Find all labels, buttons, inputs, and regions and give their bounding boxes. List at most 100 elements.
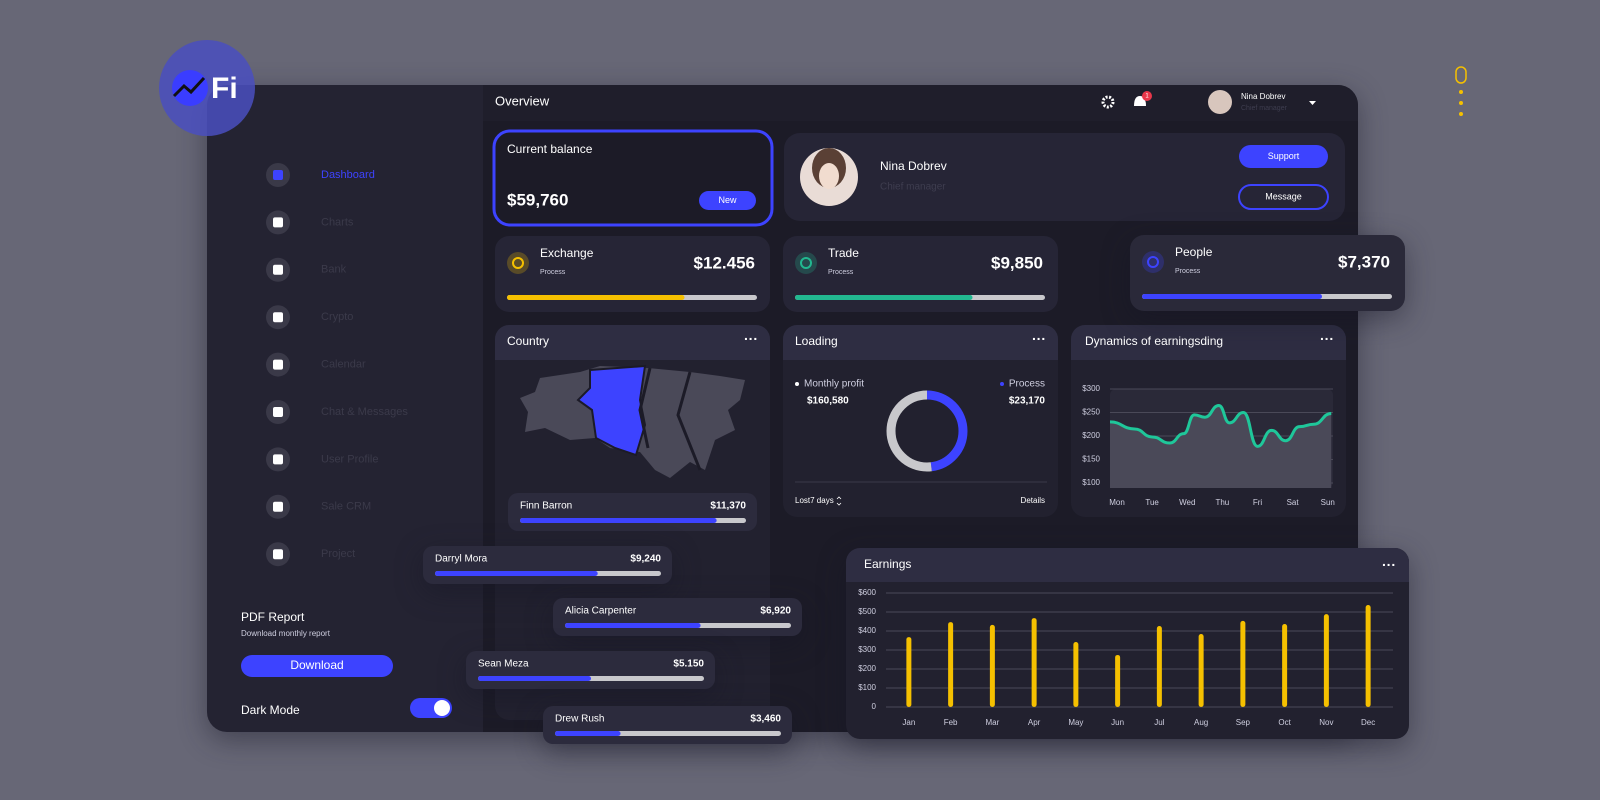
message-button[interactable] [1238, 184, 1329, 210]
person-amount: $9,240 [630, 554, 661, 565]
badge [1142, 91, 1152, 101]
y-tick-label: $250 [1082, 408, 1100, 417]
progress-bar [478, 676, 591, 681]
download-label: Download [290, 658, 343, 672]
legend-dot [1000, 382, 1004, 386]
bar [1031, 618, 1037, 707]
details-link[interactable]: Details [1021, 496, 1045, 505]
x-tick-label: Wed [1179, 498, 1195, 507]
profile-role: Chief manager [880, 182, 946, 193]
menu-item[interactable]: Project [321, 548, 355, 560]
person-row [543, 706, 792, 744]
person-amount: $3,460 [750, 714, 781, 725]
y-tick-label: $200 [858, 664, 876, 673]
menu-item[interactable]: Chat & Messages [321, 406, 408, 418]
person-name: Alicia Carpenter [565, 606, 637, 617]
process-label: Process [1009, 379, 1045, 390]
menu-item[interactable]: Charts [321, 216, 354, 228]
stat-label: Trade [828, 246, 859, 260]
x-tick-label: Jul [1154, 718, 1164, 727]
dynamics-title: Dynamics of earningsding [1085, 334, 1223, 348]
card-header [846, 548, 1409, 582]
settings-icon[interactable] [1101, 95, 1115, 109]
stat-sub: Process [1175, 268, 1201, 275]
loading-card [783, 325, 1058, 517]
menu-item[interactable]: Calendar [321, 359, 366, 371]
bar [906, 637, 912, 707]
x-tick-label: Apr [1028, 718, 1041, 727]
y-tick-label: $500 [858, 607, 876, 616]
menu-item[interactable]: Bank [321, 264, 347, 276]
profit-value: $160,580 [807, 396, 849, 407]
bar [989, 624, 995, 707]
profit-label: Monthly profit [804, 379, 864, 390]
new-label: New [718, 195, 737, 205]
x-tick-label: Sun [1321, 498, 1335, 507]
progress-bar [520, 518, 717, 523]
y-tick-label: $200 [1082, 431, 1100, 440]
progress-bar [1142, 294, 1322, 299]
x-tick-label: Sat [1287, 498, 1300, 507]
stat-icon [1142, 251, 1164, 273]
avatar-small[interactable] [1208, 90, 1232, 114]
more-menu[interactable]: ··· [1320, 331, 1334, 347]
donut-segment [886, 390, 968, 472]
bar [1365, 604, 1371, 707]
user-role: Chief manager [1241, 105, 1288, 112]
dark-mode-label: Dark Mode [241, 703, 300, 717]
card-header [495, 325, 770, 360]
x-tick-label: Feb [944, 718, 958, 727]
support-label: Support [1268, 151, 1300, 161]
logo-text: Fi [211, 72, 238, 105]
card-header [1071, 325, 1346, 360]
y-tick-label: $300 [1082, 384, 1100, 393]
user-menu-caret[interactable] [1309, 101, 1316, 105]
top-bar [483, 85, 1358, 121]
more-menu[interactable]: ··· [1032, 331, 1046, 347]
stat-label: People [1175, 245, 1213, 259]
bar [948, 622, 954, 707]
stat-icon [507, 252, 529, 274]
area [1110, 405, 1332, 488]
x-tick-label: Jan [902, 718, 915, 727]
menu-glyph [273, 549, 283, 560]
bar [1323, 614, 1329, 707]
person-row [553, 598, 802, 636]
menu-item[interactable]: Sale CRM [321, 501, 371, 513]
more-menu[interactable]: ··· [744, 331, 758, 347]
stat-sub: Process [828, 269, 854, 276]
menu-item[interactable]: User Profile [321, 453, 378, 465]
bar [1198, 634, 1204, 707]
profile-name: Nina Dobrev [880, 159, 947, 173]
scroll-dot [1459, 101, 1463, 105]
avatar-face [819, 163, 839, 189]
x-tick-label: Dec [1361, 718, 1375, 727]
person-row [423, 546, 672, 584]
x-tick-label: Jun [1111, 718, 1124, 727]
more-menu[interactable]: ··· [1382, 557, 1396, 573]
menu-item[interactable]: Dashboard [321, 169, 375, 181]
bar [1115, 654, 1121, 707]
country-title: Country [507, 334, 549, 348]
x-tick-label: Mon [1109, 498, 1125, 507]
menu-glyph [273, 170, 283, 180]
person-amount: $5.150 [673, 659, 704, 670]
balance-title: Current balance [507, 142, 593, 156]
loading-title: Loading [795, 334, 838, 348]
logo-icon [172, 70, 208, 106]
toggle-knob [434, 700, 450, 716]
person-row [508, 493, 757, 531]
menu-item[interactable]: Crypto [321, 311, 353, 323]
map-borders [638, 367, 702, 471]
logo-trend [172, 76, 206, 98]
bar [1282, 623, 1288, 707]
badge-count: 1 [1145, 94, 1149, 100]
process-value: $23,170 [1009, 396, 1046, 407]
map-highlight [576, 364, 647, 457]
new-button[interactable] [699, 191, 756, 210]
period-select[interactable]: Lost7 days [795, 496, 834, 505]
download-button[interactable] [241, 655, 393, 677]
support-button[interactable] [1239, 145, 1328, 168]
menu-glyph [273, 359, 283, 370]
